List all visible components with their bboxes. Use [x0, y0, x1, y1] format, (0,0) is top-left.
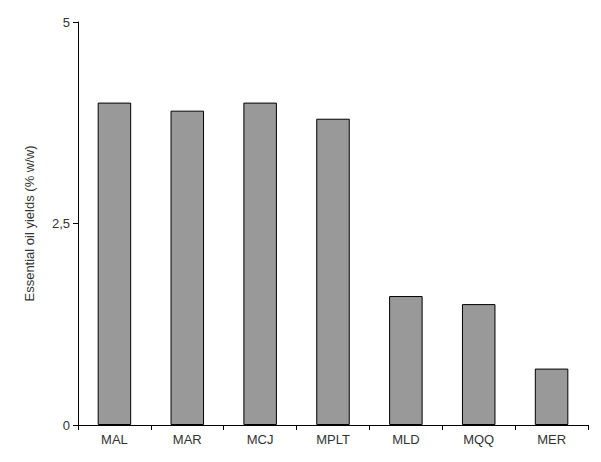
svg-text:0: 0 [63, 418, 70, 433]
svg-text:MQQ: MQQ [463, 432, 494, 447]
svg-text:MAR: MAR [173, 432, 202, 447]
svg-text:2,5: 2,5 [52, 216, 70, 231]
svg-text:MCJ: MCJ [247, 432, 274, 447]
svg-text:MAL: MAL [101, 432, 128, 447]
svg-text:MPLT: MPLT [316, 432, 350, 447]
svg-text:Essential oil yields (% w/w): Essential oil yields (% w/w) [22, 145, 37, 301]
svg-text:MER: MER [537, 432, 566, 447]
svg-text:5: 5 [63, 15, 70, 30]
svg-text:MLD: MLD [392, 432, 419, 447]
